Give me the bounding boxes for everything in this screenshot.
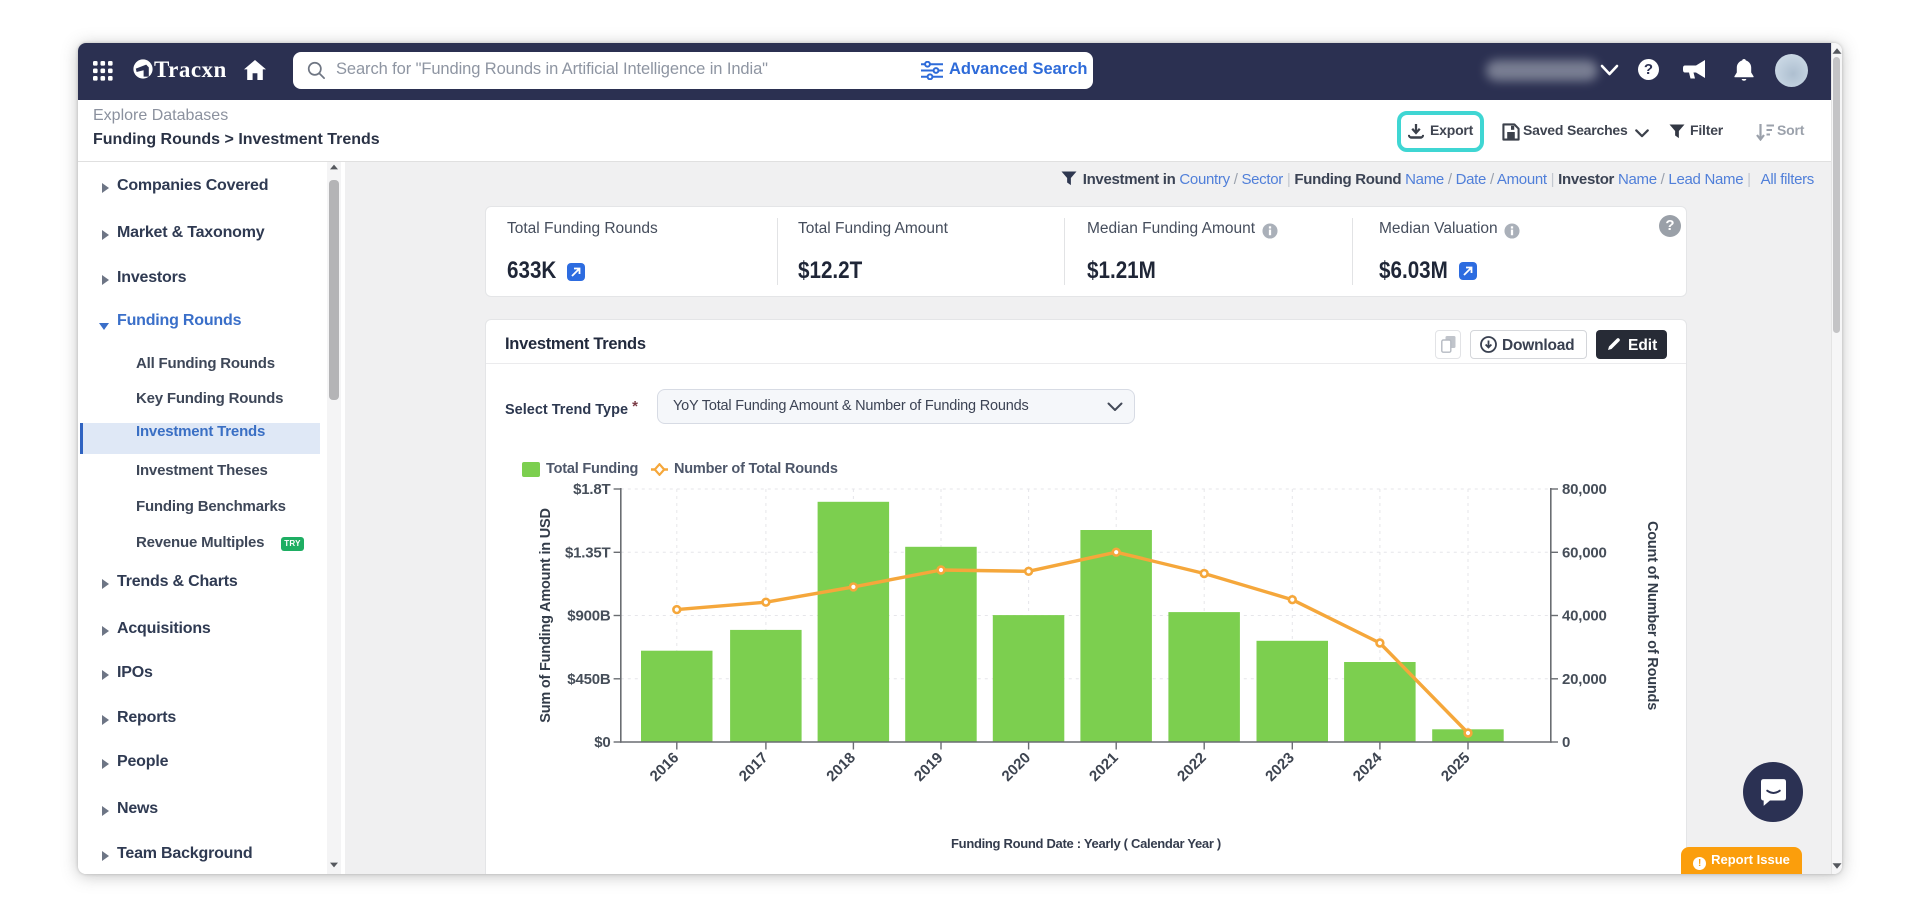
svg-text:Count of Number of Rounds: Count of Number of Rounds — [1644, 521, 1660, 710]
svg-text:80,000: 80,000 — [1562, 481, 1607, 498]
svg-text:$900B: $900B — [567, 608, 611, 625]
svg-text:$450B: $450B — [567, 671, 611, 688]
svg-text:2018: 2018 — [823, 749, 859, 785]
svg-text:2024: 2024 — [1350, 749, 1386, 785]
svg-text:60,000: 60,000 — [1562, 544, 1607, 561]
svg-text:$1.8T: $1.8T — [573, 481, 610, 498]
svg-text:Funding Round Date : Yearly (: Funding Round Date : Yearly ( Calendar Y… — [951, 836, 1221, 851]
svg-text:$1.35T: $1.35T — [565, 544, 611, 561]
svg-text:40,000: 40,000 — [1562, 608, 1607, 625]
svg-text:2019: 2019 — [911, 749, 947, 785]
svg-text:2022: 2022 — [1174, 749, 1210, 785]
svg-text:2017: 2017 — [736, 749, 772, 785]
svg-text:20,000: 20,000 — [1562, 671, 1607, 688]
svg-text:$0: $0 — [594, 734, 610, 751]
svg-text:2021: 2021 — [1086, 749, 1122, 785]
svg-text:2020: 2020 — [999, 749, 1035, 785]
svg-text:0: 0 — [1562, 734, 1570, 751]
svg-text:Sum of Funding Amount in USD: Sum of Funding Amount in USD — [538, 508, 554, 723]
svg-text:2025: 2025 — [1438, 749, 1474, 785]
svg-text:2023: 2023 — [1262, 749, 1298, 785]
svg-text:2016: 2016 — [647, 749, 683, 785]
